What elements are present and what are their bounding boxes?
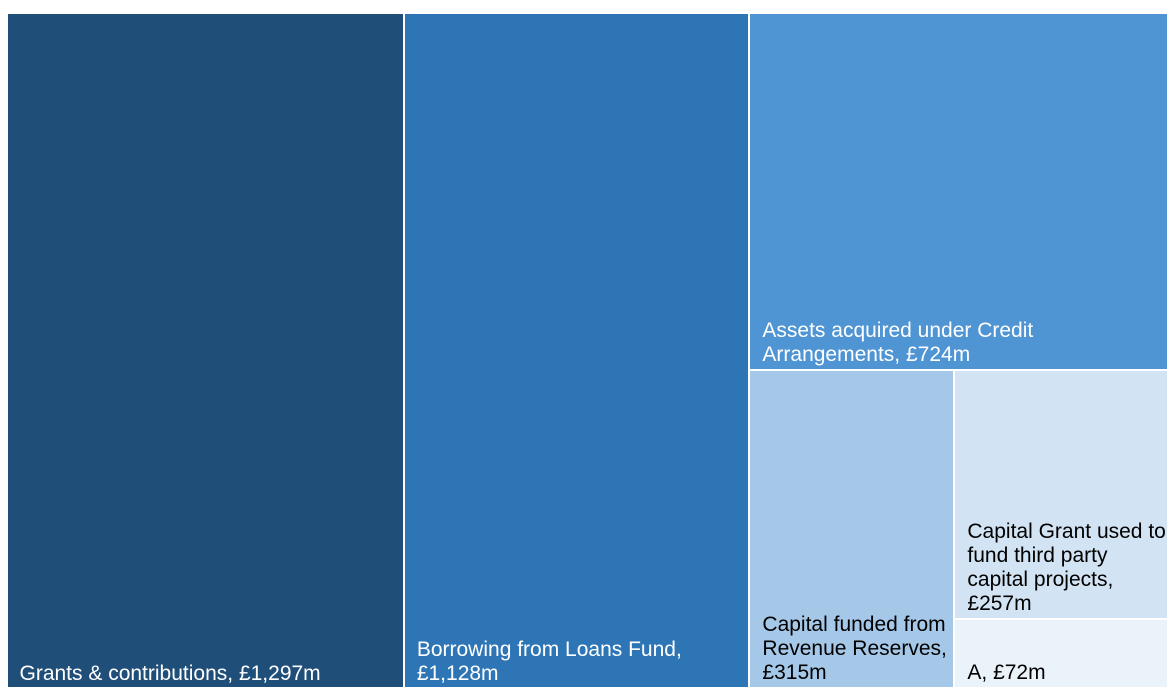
tile: Capital Grant used to fund third party c… (954, 370, 1167, 619)
value-label: £724m (905, 343, 971, 367)
value-label: £257m (967, 591, 1032, 615)
category-label: Assets acquired under Credit Arrangement… (762, 319, 1034, 367)
category-label: Capital Grant used to fund third party c… (967, 519, 1166, 591)
value-label: £1,297m (238, 661, 321, 685)
value-label: £1,128m (416, 661, 499, 685)
tile-label: Capital Grant used to fund third party c… (967, 520, 1167, 616)
tile-label: Assets acquired under Credit Arrangement… (762, 319, 1167, 367)
category-label: A, (967, 661, 988, 685)
tile-label: A, £72m (967, 661, 1167, 685)
tile-label: Borrowing from Loans Fund, £1,128m (417, 638, 749, 686)
tile: Borrowing from Loans Fund, £1,128m (403, 12, 750, 687)
tile: A, £72m (954, 618, 1167, 687)
category-label: Borrowing from Loans Fund, (416, 637, 682, 661)
category-label: Capital funded from Revenue Reserves, (762, 613, 947, 661)
value-label: £315m (762, 661, 827, 685)
tile: Grants & contributions, £1,297m (6, 12, 404, 687)
value-label: £72m (993, 661, 1046, 685)
tile-label: Capital funded from Revenue Reserves, £3… (762, 613, 953, 685)
tile-label: Grants & contributions, £1,297m (20, 662, 403, 686)
tile: Capital funded from Revenue Reserves, £3… (749, 370, 955, 687)
tile: Assets acquired under Credit Arrangement… (749, 12, 1167, 371)
category-label: Grants & contributions, (19, 661, 234, 685)
